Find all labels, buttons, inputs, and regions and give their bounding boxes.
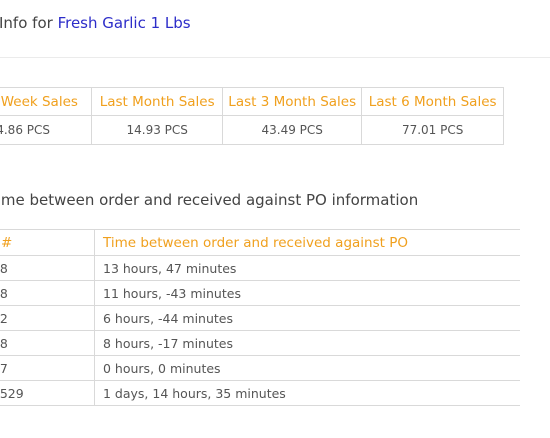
po-time: 0 hours, 0 minutes bbox=[94, 355, 520, 381]
po-number: 4018 bbox=[0, 280, 95, 306]
sales-value-row: 4.86 PCS 14.93 PCS 43.49 PCS 77.01 PCS bbox=[0, 115, 504, 145]
po-header-time: Time between order and received against … bbox=[94, 229, 520, 256]
po-time: 13 hours, 47 minutes bbox=[94, 255, 520, 281]
sales-header-last-6-month: Last 6 Month Sales bbox=[361, 87, 504, 116]
sales-header-last-week: Last Week Sales bbox=[0, 87, 93, 116]
sales-value-last-6-month: 77.01 PCS bbox=[361, 115, 504, 145]
po-time: 11 hours, -43 minutes bbox=[94, 280, 520, 306]
table-row: 3492 6 hours, -44 minutes bbox=[0, 305, 520, 331]
po-header-row: PO # Time between order and received aga… bbox=[0, 229, 520, 256]
po-number: 2137 bbox=[0, 355, 95, 381]
po-time: 8 hours, -17 minutes bbox=[94, 330, 520, 356]
section-divider bbox=[0, 57, 550, 58]
po-time: 6 hours, -44 minutes bbox=[94, 305, 520, 331]
sales-header-last-month: Last Month Sales bbox=[91, 87, 224, 116]
po-time: 1 days, 14 hours, 35 minutes bbox=[94, 380, 520, 406]
table-row: 2137 0 hours, 0 minutes bbox=[0, 355, 520, 381]
po-header-number: PO # bbox=[0, 229, 95, 256]
sales-header-last-3-month: Last 3 Month Sales bbox=[222, 87, 363, 116]
sales-value-last-3-month: 43.49 PCS bbox=[222, 115, 363, 145]
po-table: PO # Time between order and received aga… bbox=[0, 229, 520, 406]
po-section-title: Time between order and received against … bbox=[0, 191, 419, 209]
sales-value-last-month: 14.93 PCS bbox=[91, 115, 224, 145]
po-number: 3492 bbox=[0, 305, 95, 331]
sales-summary-table: Last Week Sales Last Month Sales Last 3 … bbox=[0, 87, 504, 145]
table-row: 4688 13 hours, 47 minutes bbox=[0, 255, 520, 281]
po-number: 2808 bbox=[0, 330, 95, 356]
table-row: 2808 8 hours, -17 minutes bbox=[0, 330, 520, 356]
product-name: Fresh Garlic 1 Lbs bbox=[57, 14, 191, 32]
po-number: 010529 bbox=[0, 380, 95, 406]
table-row: 010529 1 days, 14 hours, 35 minutes bbox=[0, 380, 520, 406]
po-number: 4688 bbox=[0, 255, 95, 281]
table-row: 4018 11 hours, -43 minutes bbox=[0, 280, 520, 306]
page-title: Info for Fresh Garlic 1 Lbs bbox=[0, 14, 191, 32]
sales-value-last-week: 4.86 PCS bbox=[0, 115, 93, 145]
page-title-prefix: Info for bbox=[0, 14, 53, 32]
sales-header-row: Last Week Sales Last Month Sales Last 3 … bbox=[0, 87, 504, 116]
